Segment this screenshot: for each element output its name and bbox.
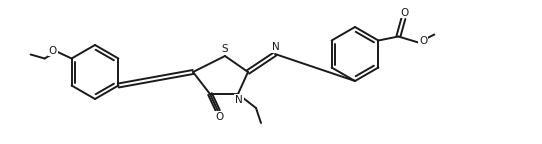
Text: N: N	[235, 95, 243, 105]
Text: O: O	[48, 46, 57, 55]
Text: O: O	[215, 112, 223, 122]
Text: O: O	[400, 7, 409, 18]
Text: N: N	[272, 42, 280, 52]
Text: S: S	[222, 44, 228, 54]
Text: O: O	[420, 36, 428, 47]
